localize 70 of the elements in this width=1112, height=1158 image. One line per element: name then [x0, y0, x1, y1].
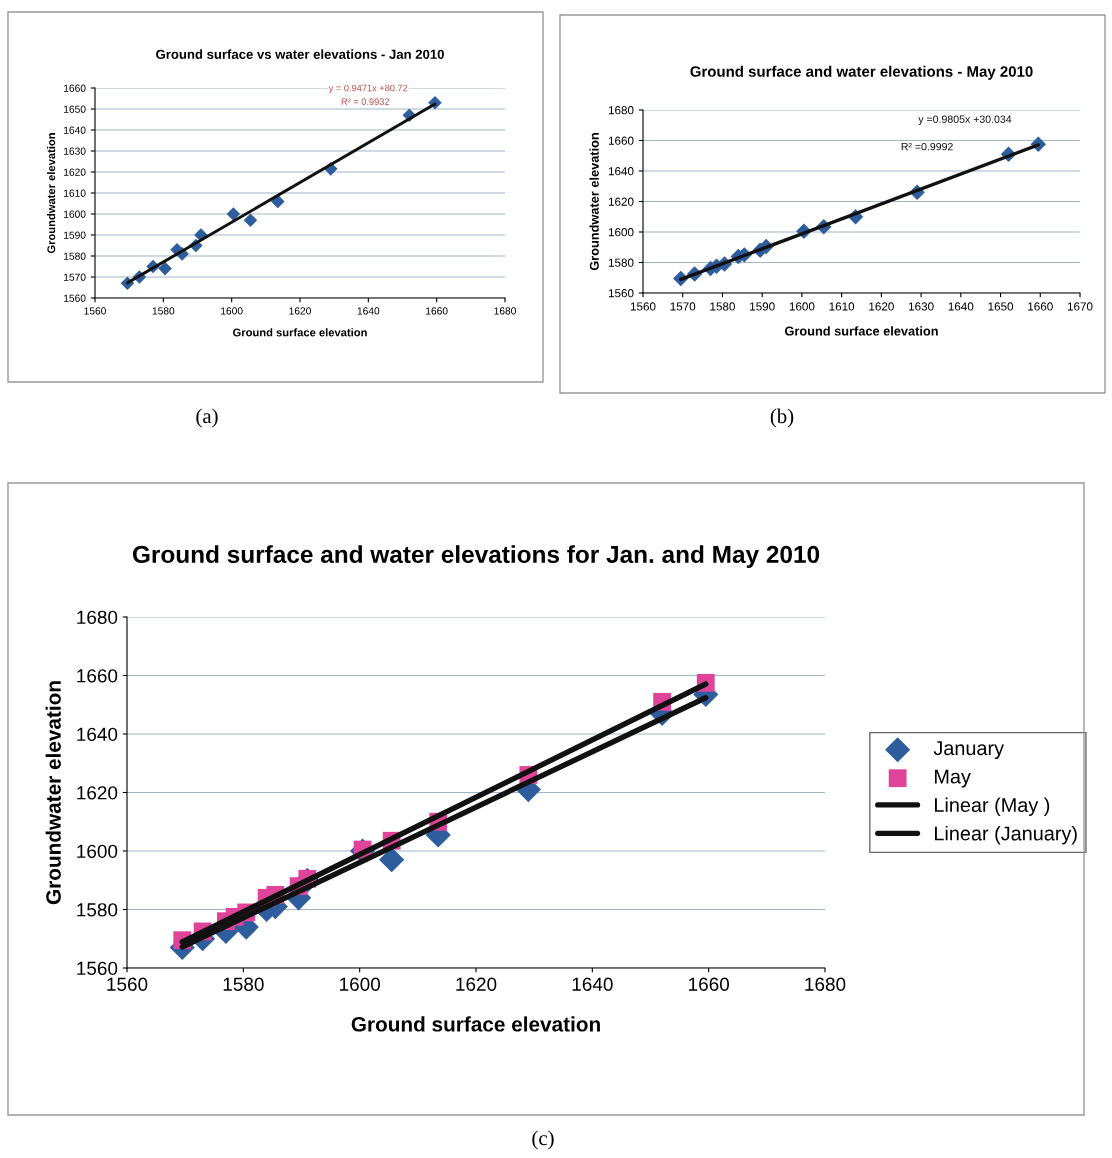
x-tick-label: 1630 [909, 302, 934, 311]
y-tick-label: 1610 [64, 189, 86, 197]
chart-title: Ground surface and water elevations for Jan. and May 2010 [132, 545, 820, 568]
y-tick-label: 1640 [608, 167, 634, 176]
x-tick-label: 1570 [670, 302, 696, 311]
annotation: y =0.9805x +30.034 [918, 115, 1012, 125]
x-tick-label: 1600 [221, 307, 243, 315]
y-tick-label: 1600 [608, 228, 634, 237]
x-tick-label: 1640 [357, 307, 380, 315]
annotation: y = 0.9471x +80.72 [328, 84, 408, 94]
y-axis-title: Groundwater elevation [45, 681, 61, 905]
y-axis-title: Groundwater elevation [589, 133, 599, 271]
y-tick-label: 1580 [77, 903, 118, 917]
x-tick-label: 1580 [710, 302, 735, 311]
x-tick-label: 1610 [829, 302, 855, 311]
y-tick-label: 1660 [77, 669, 118, 683]
chart-title: Ground surface vs water elevations - Jan 2010 [156, 49, 444, 59]
x-tick-label: 1600 [789, 302, 815, 311]
text: (a) [196, 408, 218, 428]
y-tick-label: 1580 [64, 252, 86, 260]
x-tick-label: 1580 [152, 307, 175, 315]
x-tick-label: 1600 [340, 977, 381, 991]
y-tick-label: 1570 [64, 273, 86, 281]
annotation: R² = 0.9932 [341, 98, 390, 105]
x-tick-label: 1650 [988, 302, 1014, 311]
x-tick-label: 1580 [223, 977, 264, 991]
x-tick-label: 1640 [948, 302, 974, 311]
x-tick-label: 1620 [869, 302, 894, 311]
y-tick-label: 1620 [608, 197, 634, 206]
x-tick-label: 1670 [1067, 302, 1093, 311]
x-axis-title: Ground surface elevation [784, 326, 938, 336]
y-tick-label: 1640 [77, 727, 118, 742]
legend-label: Linear (January) [935, 825, 1077, 845]
x-tick-label: 1660 [689, 977, 730, 991]
y-tick-label: 1620 [77, 786, 118, 800]
legend-label: May [935, 769, 971, 788]
text: (c) [532, 1130, 554, 1150]
y-tick-label: 1660 [608, 136, 634, 145]
annotation: R² =0.9992 [901, 142, 953, 151]
y-tick-label: 1620 [64, 168, 86, 176]
y-tick-label: 1580 [608, 258, 634, 267]
y-tick-label: 1560 [608, 289, 634, 298]
y-tick-label: 1630 [64, 147, 86, 155]
y-tick-label: 1600 [64, 210, 86, 218]
x-tick-label: 1560 [630, 302, 656, 311]
x-axis-title: Ground surface elevation [351, 1016, 600, 1032]
y-tick-label: 1600 [77, 844, 118, 859]
y-tick-label: 1640 [64, 126, 86, 134]
x-tick-label: 1660 [426, 307, 448, 315]
y-tick-label: 1650 [64, 105, 86, 113]
y-tick-label: 1560 [77, 961, 118, 976]
x-tick-label: 1680 [494, 307, 516, 315]
legend-label: Linear (May ) [935, 797, 1050, 816]
y-tick-label: 1680 [77, 610, 118, 625]
x-tick-label: 1620 [289, 307, 311, 315]
y-axis-title: Groundwater elevation [47, 133, 56, 254]
x-tick-label: 1680 [805, 977, 846, 991]
x-tick-label: 1640 [572, 977, 613, 991]
y-tick-label: 1590 [64, 231, 86, 239]
x-tick-label: 1590 [750, 302, 775, 311]
legend-label: January [933, 741, 1005, 760]
y-tick-label: 1560 [64, 294, 86, 302]
y-tick-label: 1660 [64, 84, 86, 92]
chart-title: Ground surface and water elevations - May 2010 [690, 65, 1033, 80]
x-tick-label: 1660 [1028, 302, 1053, 311]
y-tick-label: 1680 [608, 106, 634, 115]
x-tick-label: 1560 [107, 977, 148, 991]
text: (b) [770, 408, 794, 428]
x-axis-title: Ground surface elevation [233, 328, 367, 337]
x-tick-label: 1620 [456, 977, 497, 991]
